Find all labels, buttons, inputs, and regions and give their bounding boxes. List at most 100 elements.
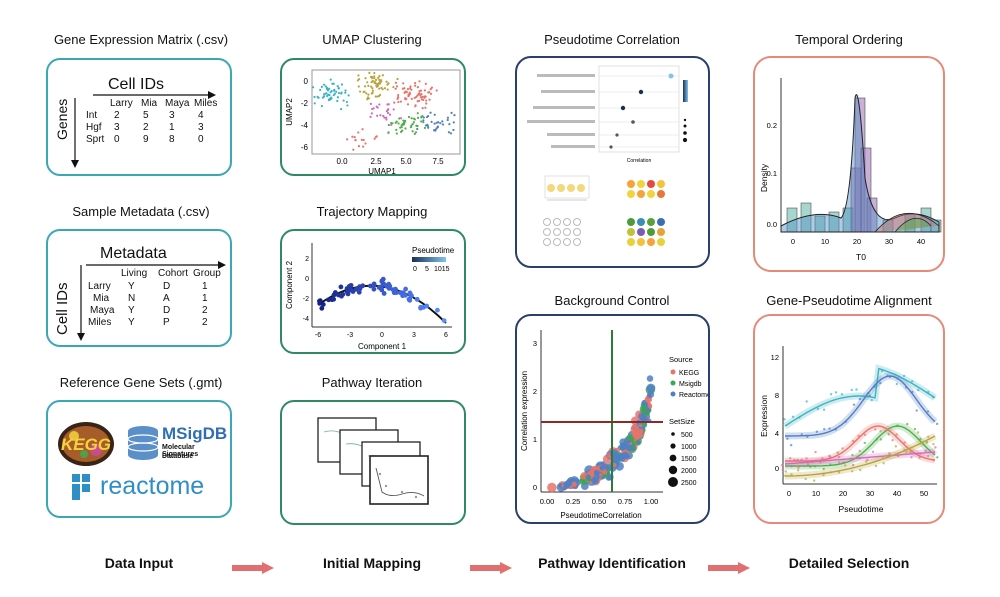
legend-size-label: 1000 [681,444,697,451]
umap-cell-point [340,107,343,111]
reactome-logo-icon [72,474,90,500]
expression-point [863,433,867,436]
metadata-axis-label: Metadata [100,245,167,262]
svg-text:0.0: 0.0 [767,220,777,229]
umap-cell-point [412,121,415,124]
stage-label-pathway-identification: Pathway Identification [538,555,686,571]
expression-point [840,393,844,396]
umap-cell-point [371,89,374,92]
umap-cell-point [404,90,407,93]
umap-cell-point [386,88,389,91]
pseudotime-correlation-panel: Correlation [515,56,710,268]
expression-point [870,398,873,402]
umap-cell-point [401,87,405,90]
traj-legend-title: Pseudotime [412,246,455,255]
trajectory-cell-point [424,303,430,309]
trajectory-cell-point [398,290,403,296]
umap-cell-point [420,120,423,123]
umap-cell-point [414,84,417,87]
legend-size-swatch [671,432,675,436]
expression-point [844,464,847,467]
gene-matrix-panel: Cell IDs Genes Larry Mia Maya Miles Int … [46,58,232,176]
svg-text:2: 2 [305,256,309,263]
umap-cell-point [320,85,323,88]
umap-cell-point [441,123,445,126]
svg-text:4: 4 [775,429,779,438]
expression-point [879,381,882,385]
metadata-panel: Metadata Cell IDs Living Cohort Group La… [46,229,232,347]
pathway-point [646,375,654,382]
svg-text:10: 10 [821,237,829,246]
legend-source-label: Msigdb [679,381,702,388]
expression-point [918,456,921,459]
legend-size-swatch [670,443,676,449]
umap-cell-point [433,129,436,132]
svg-text:0.25: 0.25 [566,497,581,506]
umap-cell-point [392,108,395,111]
svg-text:12: 12 [771,353,779,362]
matrix-header-3: Miles [194,98,218,109]
svg-text:8: 8 [775,391,779,400]
svg-text:30: 30 [866,489,874,498]
svg-text:3: 3 [533,339,537,348]
umap-cell-point [363,90,366,93]
expression-curve [785,375,936,437]
umap-cell-point [399,126,402,129]
svg-text:0: 0 [791,237,795,246]
umap-cell-point [407,115,411,119]
pathway-point [611,462,617,468]
svg-text:Expression: Expression [759,395,769,437]
umap-cell-point [398,117,401,120]
svg-text:-6: -6 [301,143,309,152]
svg-text:0.00: 0.00 [540,497,555,506]
umap-cell-point [371,87,374,90]
umap-cell-point [387,103,390,106]
expression-point [874,428,877,431]
gene-pseudotime-alignment-panel: 12 8 4 0 0 10 20 30 40 50 Pseudotime Exp… [753,314,945,524]
umap-cell-point [390,123,393,126]
umap-cell-point [381,74,384,77]
trajectory-cell-point [381,291,387,296]
umap-cell-point [425,99,428,102]
expression-point [789,443,793,447]
temporal-density-plot: 0.2 0.1 0.0 0 10 20 30 40 T0 Density [759,78,942,262]
umap-cell-point [374,78,378,81]
umap-cell-point [352,148,355,151]
umap-cell-point [373,81,376,84]
svg-text:0: 0 [305,276,309,283]
expression-point [822,473,825,477]
pathway-point [558,484,562,488]
umap-cell-point [419,96,423,99]
umap-cell-point [354,139,357,142]
umap-cell-point [450,111,453,114]
umap-cell-point [364,142,367,145]
trajectory-cell-point [371,281,377,287]
trajectory-plot: Component 1 Component 2 -6 -3 0 3 6 2 0 … [285,243,455,351]
umap-cell-point [413,132,416,135]
umap-cell-point [313,102,316,105]
umap-cell-point [376,85,379,88]
umap-cell-point [436,126,439,129]
umap-cell-point [344,91,347,94]
matrix-cell: 5 [143,110,149,121]
expression-point [936,456,939,459]
umap-cell-point [333,89,336,92]
expression-point [829,393,833,396]
expression-point [888,452,891,455]
umap-cell-point [399,117,403,120]
metadata-header-2: Group [193,268,221,279]
pathway-point [588,470,596,478]
metadata-cell: 1 [202,293,208,304]
svg-text:-4: -4 [303,316,309,323]
umap-cell-point [385,116,388,119]
umap-cell-point [311,86,315,89]
umap-cell-point [320,104,323,108]
umap-cell-point [416,116,420,119]
umap-cell-point [395,85,399,88]
expression-point [800,458,803,461]
expression-point [915,409,918,412]
pathway-point [647,391,655,399]
umap-cell-point [412,117,416,120]
umap-cell-point [351,135,354,138]
matrix-cell: 4 [198,110,204,121]
